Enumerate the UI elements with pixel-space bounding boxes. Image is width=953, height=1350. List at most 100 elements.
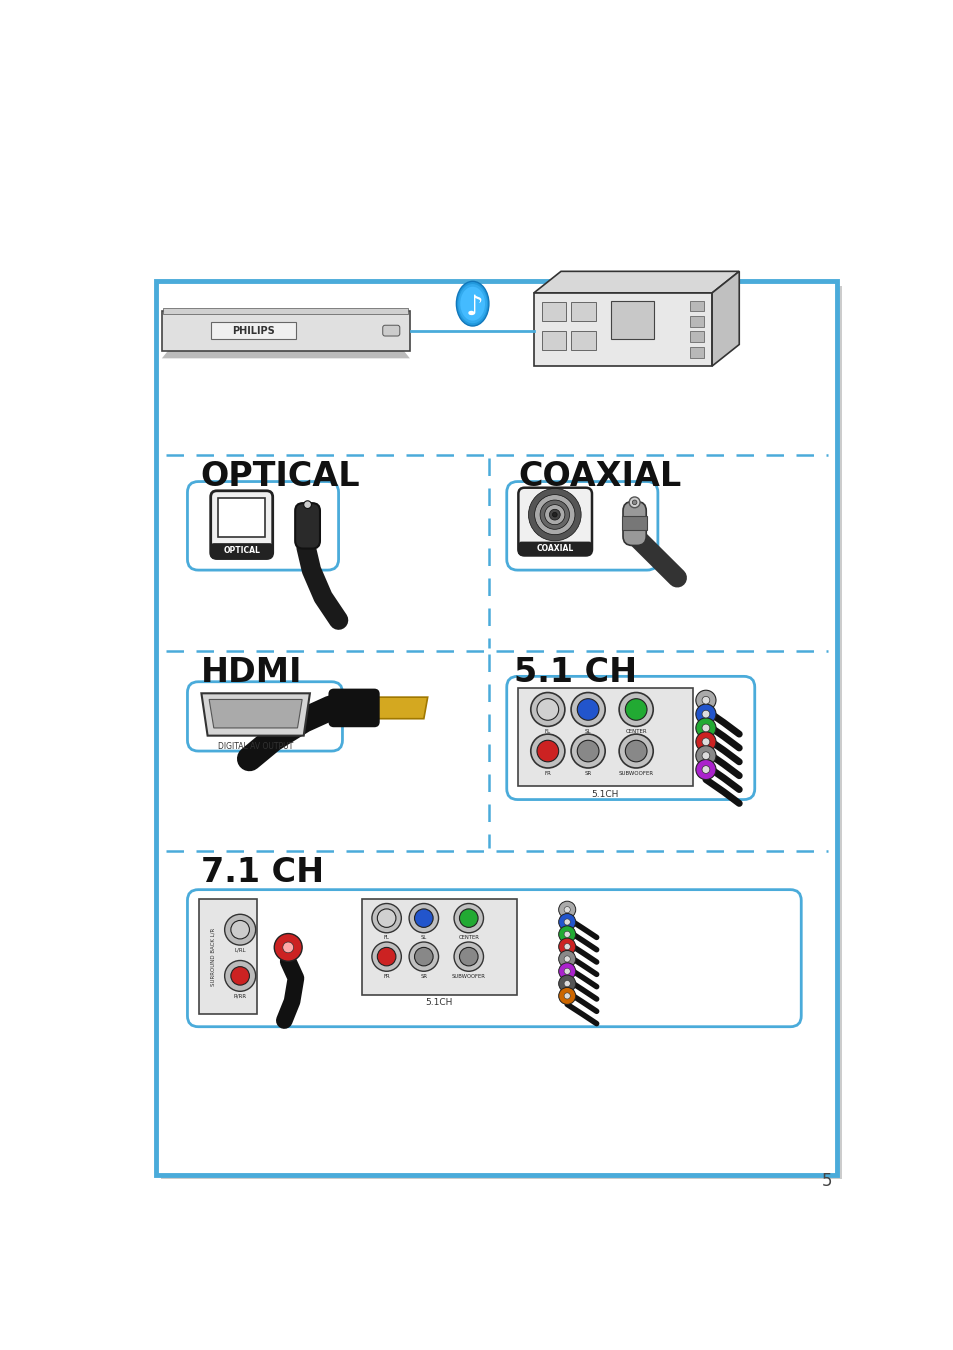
Circle shape bbox=[530, 734, 564, 768]
Text: COAXIAL: COAXIAL bbox=[517, 459, 680, 493]
FancyBboxPatch shape bbox=[329, 690, 378, 726]
FancyBboxPatch shape bbox=[622, 502, 645, 545]
Polygon shape bbox=[162, 351, 410, 358]
Circle shape bbox=[618, 693, 653, 726]
Circle shape bbox=[459, 948, 477, 965]
FancyBboxPatch shape bbox=[541, 302, 566, 321]
Circle shape bbox=[563, 956, 570, 963]
Circle shape bbox=[571, 693, 604, 726]
FancyBboxPatch shape bbox=[162, 310, 410, 351]
Polygon shape bbox=[373, 697, 427, 718]
FancyBboxPatch shape bbox=[382, 325, 399, 336]
Text: COAXIAL: COAXIAL bbox=[536, 544, 573, 554]
Text: FL: FL bbox=[544, 729, 550, 734]
Circle shape bbox=[459, 909, 477, 927]
Circle shape bbox=[409, 903, 438, 933]
FancyBboxPatch shape bbox=[517, 688, 692, 787]
Circle shape bbox=[530, 693, 564, 726]
Circle shape bbox=[409, 942, 438, 971]
Circle shape bbox=[558, 975, 575, 992]
Text: L/RL: L/RL bbox=[234, 948, 246, 952]
Circle shape bbox=[377, 909, 395, 927]
FancyBboxPatch shape bbox=[690, 331, 703, 342]
Circle shape bbox=[303, 501, 311, 509]
Text: HDMI: HDMI bbox=[200, 656, 302, 688]
Circle shape bbox=[695, 718, 716, 738]
Circle shape bbox=[231, 921, 249, 940]
FancyBboxPatch shape bbox=[361, 899, 517, 995]
Circle shape bbox=[701, 752, 709, 760]
Circle shape bbox=[701, 724, 709, 732]
Circle shape bbox=[701, 765, 709, 774]
Circle shape bbox=[695, 705, 716, 724]
FancyBboxPatch shape bbox=[690, 301, 703, 312]
Circle shape bbox=[695, 760, 716, 779]
Text: 5.1CH: 5.1CH bbox=[425, 998, 453, 1007]
Circle shape bbox=[701, 697, 709, 705]
Text: FR: FR bbox=[544, 771, 551, 776]
FancyBboxPatch shape bbox=[517, 541, 592, 555]
Circle shape bbox=[701, 738, 709, 745]
Circle shape bbox=[372, 942, 401, 971]
Text: SL: SL bbox=[420, 936, 427, 940]
Text: SUBWOOFER: SUBWOOFER bbox=[618, 771, 653, 776]
Ellipse shape bbox=[456, 281, 488, 325]
Circle shape bbox=[695, 732, 716, 752]
Circle shape bbox=[454, 942, 483, 971]
Circle shape bbox=[695, 690, 716, 710]
Ellipse shape bbox=[459, 286, 484, 321]
Text: 5.1CH: 5.1CH bbox=[591, 790, 618, 799]
Circle shape bbox=[539, 500, 569, 529]
Circle shape bbox=[563, 992, 570, 999]
FancyBboxPatch shape bbox=[534, 293, 711, 366]
FancyBboxPatch shape bbox=[211, 323, 296, 339]
Polygon shape bbox=[201, 694, 310, 736]
Circle shape bbox=[224, 960, 255, 991]
Circle shape bbox=[632, 500, 637, 505]
Circle shape bbox=[231, 967, 249, 985]
Text: 7.1 CH: 7.1 CH bbox=[200, 856, 323, 890]
Circle shape bbox=[544, 505, 564, 525]
Circle shape bbox=[558, 938, 575, 954]
FancyBboxPatch shape bbox=[611, 301, 654, 339]
Circle shape bbox=[274, 934, 302, 961]
Circle shape bbox=[563, 919, 570, 925]
FancyBboxPatch shape bbox=[690, 347, 703, 358]
Circle shape bbox=[282, 942, 294, 953]
Text: R/RR: R/RR bbox=[233, 994, 247, 999]
Circle shape bbox=[552, 513, 557, 517]
Text: FL: FL bbox=[383, 936, 389, 940]
Text: DIGITAL AV OUTPUT: DIGITAL AV OUTPUT bbox=[218, 741, 293, 751]
FancyBboxPatch shape bbox=[156, 281, 836, 1174]
Text: 5.1 CH: 5.1 CH bbox=[514, 656, 637, 688]
Circle shape bbox=[563, 907, 570, 913]
Text: SUBWOOFER: SUBWOOFER bbox=[452, 973, 485, 979]
Circle shape bbox=[558, 963, 575, 980]
Text: SURROUND BACK L/R: SURROUND BACK L/R bbox=[211, 927, 215, 986]
Circle shape bbox=[558, 926, 575, 942]
Polygon shape bbox=[209, 699, 302, 728]
Text: OPTICAL: OPTICAL bbox=[200, 459, 360, 493]
FancyBboxPatch shape bbox=[294, 504, 319, 548]
FancyBboxPatch shape bbox=[187, 682, 342, 751]
FancyBboxPatch shape bbox=[690, 316, 703, 327]
FancyBboxPatch shape bbox=[199, 899, 257, 1014]
FancyBboxPatch shape bbox=[541, 331, 566, 350]
Circle shape bbox=[528, 489, 580, 541]
FancyBboxPatch shape bbox=[211, 491, 273, 559]
FancyBboxPatch shape bbox=[161, 286, 841, 1179]
FancyBboxPatch shape bbox=[517, 487, 592, 555]
Text: FR: FR bbox=[383, 973, 390, 979]
Text: CENTER: CENTER bbox=[457, 936, 478, 940]
Circle shape bbox=[558, 902, 575, 918]
Circle shape bbox=[563, 980, 570, 987]
Polygon shape bbox=[711, 271, 739, 366]
FancyBboxPatch shape bbox=[571, 302, 596, 321]
FancyBboxPatch shape bbox=[571, 331, 596, 350]
Circle shape bbox=[618, 734, 653, 768]
Text: SR: SR bbox=[420, 973, 427, 979]
Circle shape bbox=[549, 509, 559, 520]
Text: 5: 5 bbox=[821, 1172, 831, 1189]
Text: SR: SR bbox=[584, 771, 591, 776]
Text: ♪: ♪ bbox=[465, 293, 482, 321]
